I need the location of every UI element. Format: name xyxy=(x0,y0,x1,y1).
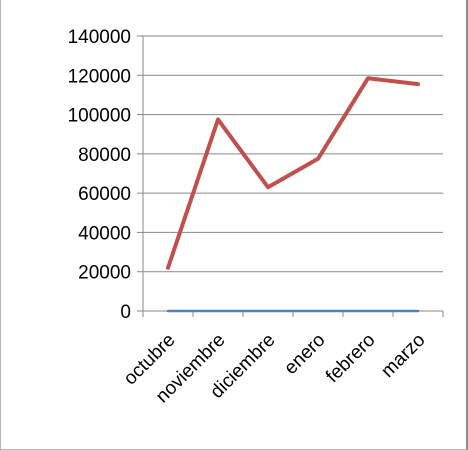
y-tick-label: 60000 xyxy=(78,184,131,205)
series-layer xyxy=(166,76,420,313)
series-line xyxy=(166,76,420,270)
y-tick-label: 40000 xyxy=(78,223,131,244)
y-tick-label: 120000 xyxy=(68,66,131,87)
y-tick-label: 0 xyxy=(120,302,131,323)
label-layer: 020000400006000080000100000120000140000o… xyxy=(68,27,430,407)
y-tick-label: 20000 xyxy=(78,263,131,284)
y-tick-label: 100000 xyxy=(68,106,131,127)
grid-layer xyxy=(143,35,443,273)
y-tick-label: 140000 xyxy=(68,27,131,48)
y-tick-label: 80000 xyxy=(78,145,131,166)
x-tick-label: febrero xyxy=(322,330,379,387)
x-tick-label: marzo xyxy=(377,330,429,382)
